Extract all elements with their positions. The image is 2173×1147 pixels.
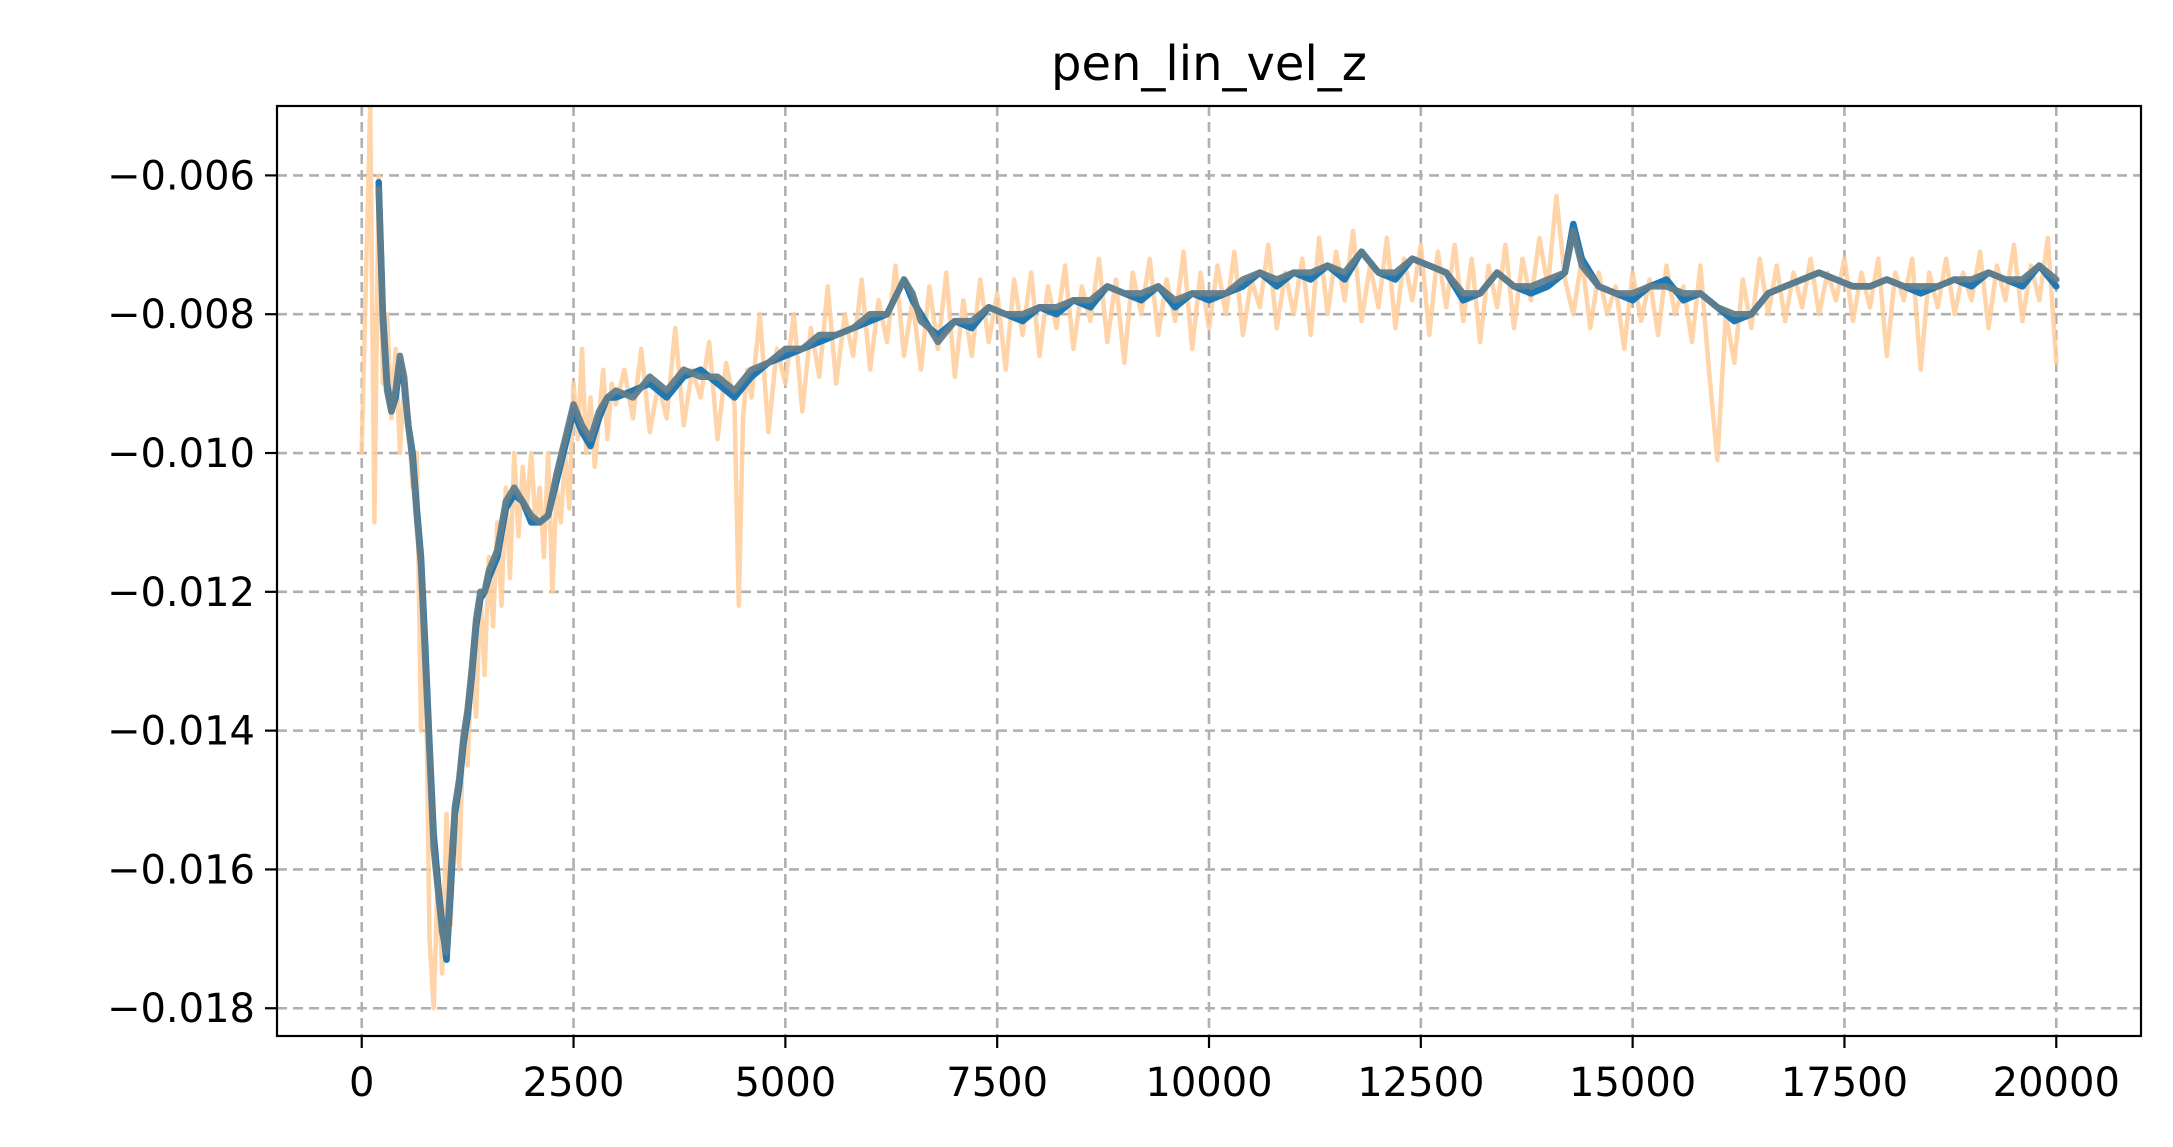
- x-tick-label: 12500: [1357, 1060, 1484, 1106]
- x-axis: 0 2500 5000 7500 10000 12500 15000 17500 20000: [349, 1036, 2120, 1106]
- x-tick-label: 10000: [1145, 1060, 1272, 1106]
- smoothed-series-layer: [375, 179, 2060, 963]
- grid-lines: [277, 106, 2141, 1036]
- y-tick-label: −0.008: [107, 292, 255, 338]
- x-tick-label: 17500: [1781, 1060, 1908, 1106]
- y-tick-label: −0.016: [107, 847, 255, 893]
- x-tick-label: 20000: [1993, 1060, 2120, 1106]
- x-tick-label: 15000: [1569, 1060, 1696, 1106]
- series-line-smoothed-overlay: [375, 186, 2060, 956]
- y-tick-label: −0.006: [107, 153, 255, 199]
- chart-title: pen_lin_vel_z: [1051, 36, 1367, 92]
- series-line-raw: [359, 106, 2059, 1011]
- y-axis: −0.018 −0.016 −0.014 −0.012 −0.010 −0.008 −0.0…: [107, 153, 277, 1032]
- x-tick-label: 5000: [734, 1060, 836, 1106]
- y-tick-label: −0.012: [107, 570, 255, 616]
- y-tick-label: −0.018: [107, 986, 255, 1032]
- raw-series-layer: [359, 106, 2059, 1011]
- y-tick-label: −0.014: [107, 709, 255, 755]
- x-tick-label: 7500: [946, 1060, 1048, 1106]
- x-tick-label: 0: [349, 1060, 374, 1106]
- x-tick-label: 2500: [523, 1060, 625, 1106]
- y-tick-label: −0.010: [107, 431, 255, 477]
